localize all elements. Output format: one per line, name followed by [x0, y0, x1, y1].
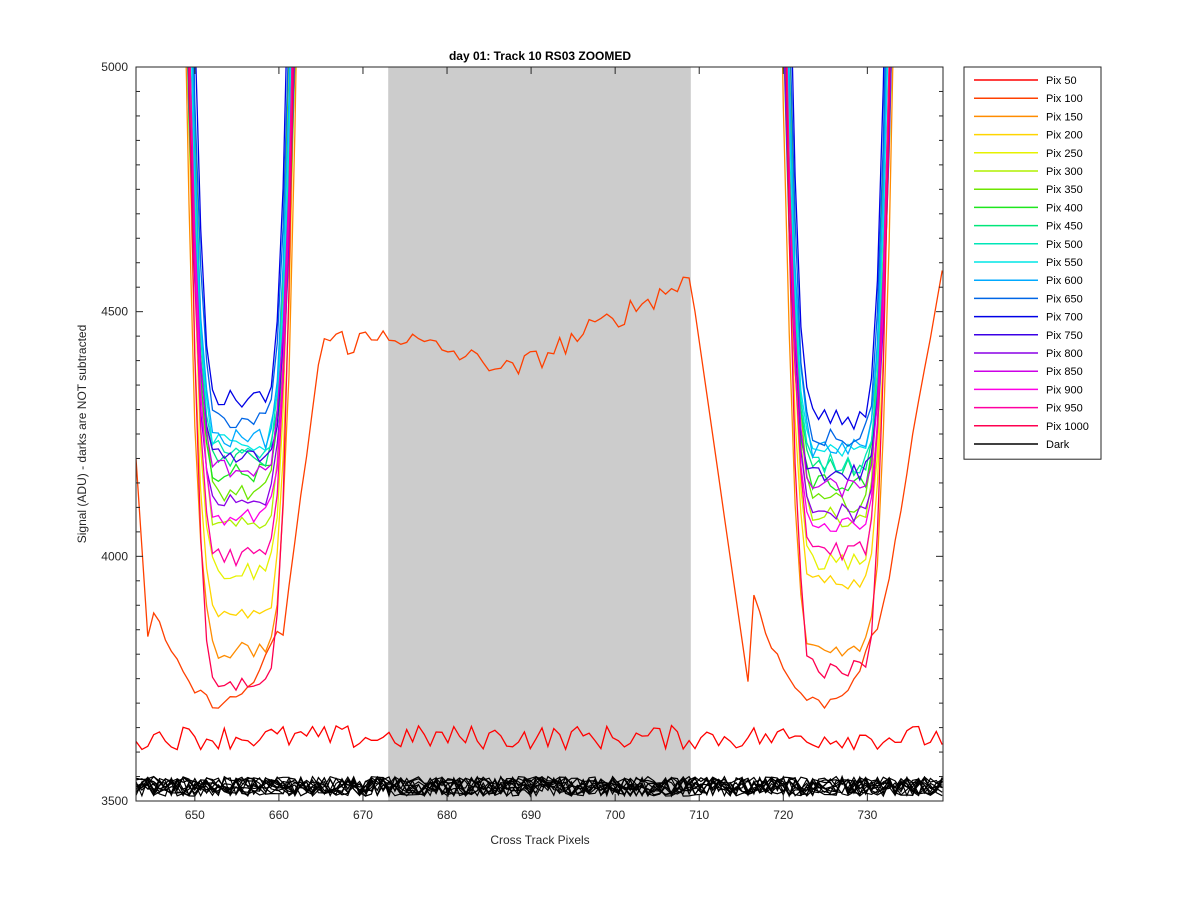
legend-label-pix-100: Pix 100	[1046, 93, 1083, 105]
x-tick-label: 660	[269, 808, 289, 822]
series-line-pix-750	[187, 67, 892, 482]
legend-label-pix-800: Pix 800	[1046, 348, 1083, 360]
x-tick-label: 650	[185, 808, 205, 822]
series-line-pix-100	[136, 270, 943, 710]
series-line-pix-50	[136, 724, 943, 752]
legend-label-pix-750: Pix 750	[1046, 330, 1083, 342]
legend-label-pix-650: Pix 650	[1046, 293, 1083, 305]
x-tick-label: 680	[437, 808, 457, 822]
x-tick-label: 720	[773, 808, 793, 822]
x-axis-label: Cross Track Pixels	[490, 833, 589, 847]
chart-title: day 01: Track 10 RS03 ZOOMED	[449, 49, 631, 63]
x-tick-label: 730	[857, 808, 877, 822]
legend-box	[963, 66, 1102, 460]
legend: Pix 50 Pix 100 Pix 150 Pix 200 Pix 250 Pix 30…	[963, 66, 1102, 460]
legend-label-pix-600: Pix 600	[1046, 275, 1083, 287]
series-line-dark-1	[136, 775, 943, 798]
legend-label-pix-450: Pix 450	[1046, 221, 1083, 233]
legend-label-pix-950: Pix 950	[1046, 403, 1083, 415]
x-tick-label: 690	[521, 808, 541, 822]
legend-label-pix-350: Pix 350	[1046, 184, 1083, 196]
plot-area: 650 660 670 680 690 700 710 720 730 3500 4000 4500 5…	[101, 60, 944, 822]
series-line-dark-12	[136, 775, 943, 798]
series-line-pix-850	[189, 67, 891, 499]
legend-label-pix-900: Pix 900	[1046, 384, 1083, 396]
x-tick-label: 670	[353, 808, 373, 822]
series-line-pix-200	[187, 67, 892, 619]
series-line-pix-900	[189, 67, 890, 532]
series-line-pix-250	[189, 67, 890, 581]
series-line-pix-150	[185, 67, 894, 660]
series-line-pix-550	[191, 67, 889, 458]
legend-label-pix-50: Pix 50	[1046, 75, 1077, 87]
legend-label-pix-500: Pix 500	[1046, 239, 1083, 251]
series-line-dark-9	[136, 775, 943, 798]
legend-label-pix-1000: Pix 1000	[1046, 421, 1089, 433]
series-line-pix-800	[187, 67, 892, 524]
y-tick-label: 5000	[101, 60, 128, 74]
legend-label-pix-550: Pix 550	[1046, 257, 1083, 269]
y-axis-label: Signal (ADU) - darks are NOT subtracted	[75, 325, 89, 544]
series-group	[136, 67, 943, 798]
series-line-pix-500	[189, 67, 890, 475]
series-line-pix-1000	[188, 67, 891, 692]
y-tick-label: 4500	[101, 305, 128, 319]
shaded-region	[388, 67, 691, 801]
legend-label-pix-200: Pix 200	[1046, 130, 1083, 142]
legend-label-pix-850: Pix 850	[1046, 366, 1083, 378]
series-line-pix-950	[189, 67, 890, 568]
y-tick-label: 3500	[101, 794, 128, 808]
series-line-pix-700	[195, 67, 885, 431]
series-line-pix-650	[193, 67, 886, 448]
y-tick-label: 4000	[101, 549, 128, 563]
x-tick-label: 700	[605, 808, 625, 822]
legend-label-dark: Dark	[1046, 439, 1070, 451]
legend-label-pix-400: Pix 400	[1046, 202, 1083, 214]
legend-label-pix-150: Pix 150	[1046, 111, 1083, 123]
series-line-pix-600	[192, 67, 887, 460]
x-tick-label: 710	[689, 808, 709, 822]
series-line-pix-450	[188, 67, 891, 477]
legend-label-pix-700: Pix 700	[1046, 312, 1083, 324]
legend-label-pix-300: Pix 300	[1046, 166, 1083, 178]
legend-label-pix-250: Pix 250	[1046, 148, 1083, 160]
